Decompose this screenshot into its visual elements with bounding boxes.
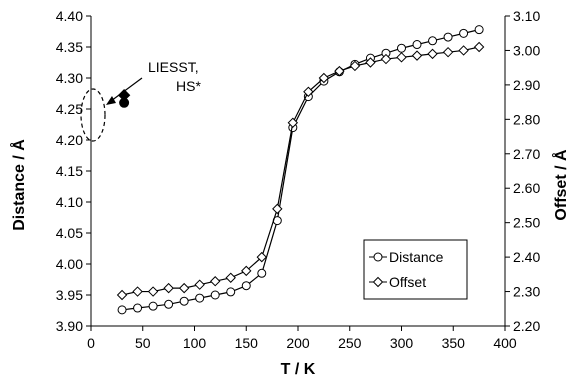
x-axis-label: T / K xyxy=(281,361,316,378)
x-tick-label: 50 xyxy=(135,335,151,351)
series-distance-point xyxy=(164,299,174,309)
y2-tick-label: 2.90 xyxy=(513,77,540,93)
y-tick-label: 4.20 xyxy=(56,132,83,148)
series-offset-point xyxy=(116,289,128,301)
legend-offset-marker xyxy=(372,276,384,288)
series-distance-point xyxy=(397,43,406,53)
x-tick-label: 100 xyxy=(183,335,207,351)
y-tick-label: 3.95 xyxy=(56,287,83,303)
series-distance-point xyxy=(195,293,205,303)
x-tick-label: 200 xyxy=(286,335,310,351)
series-offset-point xyxy=(365,57,376,68)
x-tick-label: 400 xyxy=(493,335,517,351)
series-offset-point xyxy=(396,52,407,63)
series-offset-point xyxy=(225,272,236,283)
series-distance-point xyxy=(226,287,236,297)
x-axis-ticks: 0 50 100 150 200 250 300 350 400 xyxy=(87,326,517,351)
y2-axis-label: Offset / Å xyxy=(551,149,570,221)
series-offset-point xyxy=(318,72,330,84)
series-offset-point xyxy=(442,46,454,58)
series-distance-point xyxy=(443,32,453,42)
y-tick-label: 4.05 xyxy=(56,225,83,241)
y-tick-label: 4.25 xyxy=(56,101,83,117)
legend: Distance Offset xyxy=(363,239,468,300)
series-offset-point xyxy=(411,50,423,61)
annotation-arrowhead xyxy=(106,96,116,105)
series-offset-point xyxy=(163,282,174,294)
y2-tick-label: 2.30 xyxy=(513,284,540,300)
y-axis-label: Distance / Å xyxy=(9,139,28,231)
y-tick-label: 4.00 xyxy=(56,256,83,272)
y-axis-ticks: 3.90 3.95 4.00 4.05 4.10 4.15 4.20 4.25 4.30 4.35… xyxy=(56,8,91,334)
series-offset-point xyxy=(473,41,485,53)
y2-tick-label: 2.50 xyxy=(513,215,540,231)
series-offset-point xyxy=(194,279,205,290)
x-tick-label: 250 xyxy=(338,335,362,351)
x-tick-label: 150 xyxy=(235,335,259,351)
y2-tick-label: 2.80 xyxy=(513,111,540,127)
series-distance-point xyxy=(133,303,143,313)
series-offset-point xyxy=(427,48,438,60)
y-tick-label: 4.15 xyxy=(56,163,83,179)
x-tick-label: 0 xyxy=(87,335,95,351)
x-tick-label: 300 xyxy=(390,335,414,351)
series-distance-point xyxy=(210,290,220,300)
liesst-annotation: LIESST, HS* xyxy=(80,59,201,142)
y2-tick-label: 3.10 xyxy=(513,8,540,24)
y2-tick-label: 2.60 xyxy=(513,180,540,196)
series-offset-point xyxy=(147,286,159,297)
legend-distance-marker xyxy=(373,252,383,262)
series-offset-point xyxy=(241,265,252,277)
series-offset-point xyxy=(334,65,345,77)
y2-tick-label: 3.00 xyxy=(513,42,540,58)
series-distance-point xyxy=(148,301,158,311)
series-offset-point xyxy=(349,60,361,72)
annotation-line-2: HS* xyxy=(176,78,201,94)
series-offset-point xyxy=(132,286,143,297)
legend-box xyxy=(363,239,468,300)
y2-tick-label: 2.20 xyxy=(513,318,540,334)
series-offset-point xyxy=(287,117,299,128)
x-tick-label: 350 xyxy=(442,335,466,351)
series-offset-point xyxy=(178,282,190,294)
series-distance-point xyxy=(474,25,484,35)
series-offset xyxy=(116,41,485,301)
annotation-dashed-ellipse xyxy=(80,88,106,142)
series-distance-point xyxy=(257,268,267,278)
series-distance-point xyxy=(117,305,127,315)
highlight-layer xyxy=(117,89,131,108)
y-tick-label: 3.90 xyxy=(56,318,83,334)
series-distance-point xyxy=(428,36,438,46)
y-tick-label: 4.40 xyxy=(56,8,83,24)
annotation-arrow-line xyxy=(110,77,143,102)
series-offset-point xyxy=(380,53,392,65)
series-distance-point xyxy=(412,40,422,50)
series-distance-point xyxy=(459,28,469,38)
series-offset-point xyxy=(272,203,283,215)
liesst-distance-point xyxy=(119,97,130,108)
series-offset-point xyxy=(209,276,221,287)
y-tick-label: 4.10 xyxy=(56,194,83,210)
series-offset-point xyxy=(303,86,314,97)
y-tick-label: 4.30 xyxy=(56,70,83,86)
series-distance-point xyxy=(179,296,189,306)
legend-offset-label: Offset xyxy=(389,274,426,290)
y2-axis-ticks: 2.20 2.30 2.40 2.50 2.60 2.70 2.80 2.90 3.00 3.10 xyxy=(505,8,540,334)
y-tick-label: 4.35 xyxy=(56,39,83,55)
legend-distance-label: Distance xyxy=(389,249,444,265)
series-offset-point xyxy=(256,251,267,263)
series-offset-point xyxy=(458,45,469,56)
y2-tick-label: 2.40 xyxy=(513,249,540,265)
series-distance-point xyxy=(241,281,251,291)
annotation-line-1: LIESST, xyxy=(148,59,199,75)
series-layer xyxy=(116,25,485,315)
y2-tick-label: 2.70 xyxy=(513,146,540,162)
